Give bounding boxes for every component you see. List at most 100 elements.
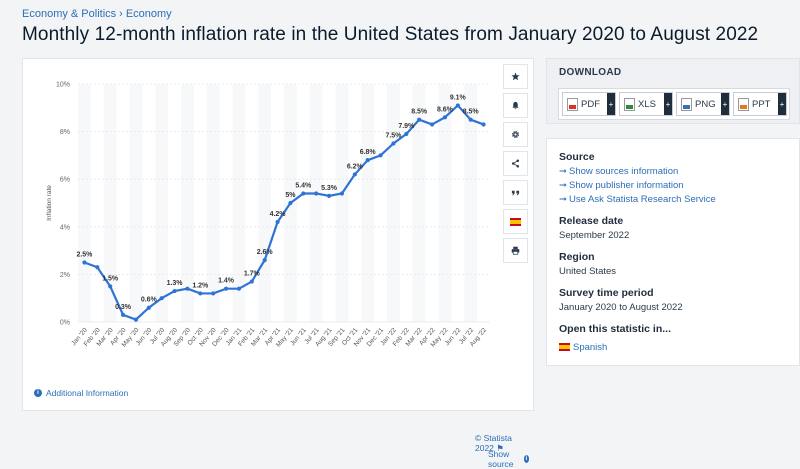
show-sources-link[interactable]: ➞ Show sources information	[559, 166, 678, 177]
month-band	[464, 84, 478, 322]
data-label: 1.4%	[218, 278, 235, 285]
notification-button[interactable]	[503, 93, 528, 118]
data-point	[159, 296, 164, 301]
month-band	[181, 84, 194, 322]
favorite-button[interactable]	[503, 64, 528, 89]
data-label: 5.4%	[295, 182, 312, 189]
y-tick-labels: 0% 2% 4% 6% 8% 10%	[56, 82, 70, 327]
plus-icon: +	[778, 93, 786, 115]
y-tick-label: 10%	[56, 82, 70, 89]
month-band	[219, 84, 233, 322]
source-label: Source	[559, 151, 595, 163]
ask-statista-text: Use Ask Statista Research Service	[569, 194, 716, 205]
y-tick-label: 6%	[60, 177, 70, 184]
show-source-link[interactable]: Show source i	[488, 449, 533, 469]
month-band	[206, 84, 220, 322]
additional-information-link[interactable]: i Additional Information	[34, 388, 128, 398]
gear-icon	[511, 130, 520, 139]
language-button[interactable]	[503, 209, 528, 234]
month-band	[361, 84, 375, 322]
download-xls-button[interactable]: XLS +	[619, 92, 673, 116]
month-band	[296, 84, 310, 322]
print-button[interactable]	[503, 238, 528, 263]
open-spanish-link[interactable]: Spanish	[559, 342, 607, 353]
data-label: 7.9%	[398, 123, 415, 130]
month-band	[425, 84, 439, 322]
data-point	[82, 260, 87, 265]
pdf-file-icon	[567, 97, 578, 111]
data-label: 0.6%	[141, 297, 158, 304]
month-band	[412, 84, 426, 322]
download-pdf-label: PDF	[581, 98, 600, 110]
page-title: Monthly 12-month inflation rate in the U…	[22, 24, 759, 45]
data-label: 6.2%	[347, 163, 364, 170]
breadcrumb-economy[interactable]: Economy	[125, 8, 172, 20]
survey-period-value: January 2020 to August 2022	[559, 302, 683, 313]
open-spanish-text: Spanish	[573, 342, 608, 353]
data-point	[417, 117, 422, 122]
plus-icon: +	[664, 93, 672, 115]
additional-information-text: Additional Information	[46, 388, 129, 398]
month-band	[477, 84, 490, 322]
data-label: 6.8%	[360, 149, 377, 156]
month-band	[142, 84, 156, 322]
data-point	[211, 291, 216, 296]
month-band	[335, 84, 349, 322]
data-label: 1.3%	[167, 280, 184, 287]
data-point	[172, 288, 177, 294]
data-point	[120, 312, 126, 317]
info-panel: Source ➞ Show sources information ➞ Show p…	[546, 138, 800, 366]
download-panel: DOWNLOAD PDF + XLS + PNG + PPT +	[546, 58, 800, 124]
download-ppt-button[interactable]: PPT +	[733, 92, 787, 116]
data-point	[223, 286, 229, 291]
month-band	[78, 84, 91, 322]
month-band	[116, 84, 130, 322]
month-band	[193, 84, 207, 322]
show-sources-text: Show sources information	[569, 166, 679, 177]
data-point	[314, 191, 319, 196]
month-band	[245, 84, 259, 322]
y-tick-label: 0%	[60, 320, 70, 327]
region-value: United States	[559, 266, 617, 277]
download-png-button[interactable]: PNG +	[676, 92, 730, 116]
download-pdf-button[interactable]: PDF +	[562, 92, 616, 116]
arrow-right-icon: ➞	[559, 194, 567, 205]
data-point	[429, 122, 435, 127]
data-point	[95, 265, 100, 270]
share-button[interactable]	[503, 151, 528, 176]
data-label: 1.5%	[102, 275, 119, 282]
data-point	[391, 141, 396, 146]
month-band	[399, 84, 413, 322]
y-tick-label: 8%	[60, 129, 70, 136]
data-point	[404, 131, 409, 137]
ask-statista-link[interactable]: ➞ Use Ask Statista Research Service	[559, 194, 716, 205]
data-label: 5%	[285, 192, 296, 199]
chart-toolbar	[503, 64, 528, 267]
data-point	[378, 153, 383, 158]
release-date-value: September 2022	[559, 230, 630, 241]
breadcrumb-economy-politics[interactable]: Economy & Politics	[22, 8, 117, 20]
cite-button[interactable]	[503, 180, 528, 205]
y-tick-label: 2%	[60, 272, 70, 279]
plus-icon: +	[721, 93, 729, 115]
data-point	[262, 258, 267, 263]
settings-button[interactable]	[503, 122, 528, 147]
data-point	[133, 317, 139, 322]
show-publisher-link[interactable]: ➞ Show publisher information	[559, 180, 684, 191]
data-labels: 2.5% 1.5% 0.3% 0.6% 1.3% 1.2% 1.4% 1.7% 2.6% 4.2%…	[76, 94, 479, 310]
arrow-right-icon: ➞	[559, 180, 567, 191]
download-xls-label: XLS	[638, 98, 656, 110]
data-point	[339, 191, 345, 196]
download-ppt-label: PPT	[752, 98, 771, 110]
data-point	[455, 103, 460, 108]
month-band	[129, 84, 143, 322]
download-title: DOWNLOAD	[559, 67, 622, 78]
data-label: 2.5%	[76, 252, 93, 259]
data-point	[468, 117, 473, 122]
chart-svg: 0% 2% 4% 6% 8% 10% Inflation rate Jan '20Feb …	[46, 82, 490, 349]
print-icon	[511, 246, 520, 255]
data-point	[146, 305, 151, 310]
data-point	[365, 158, 370, 163]
data-label: 8.5%	[463, 109, 480, 116]
